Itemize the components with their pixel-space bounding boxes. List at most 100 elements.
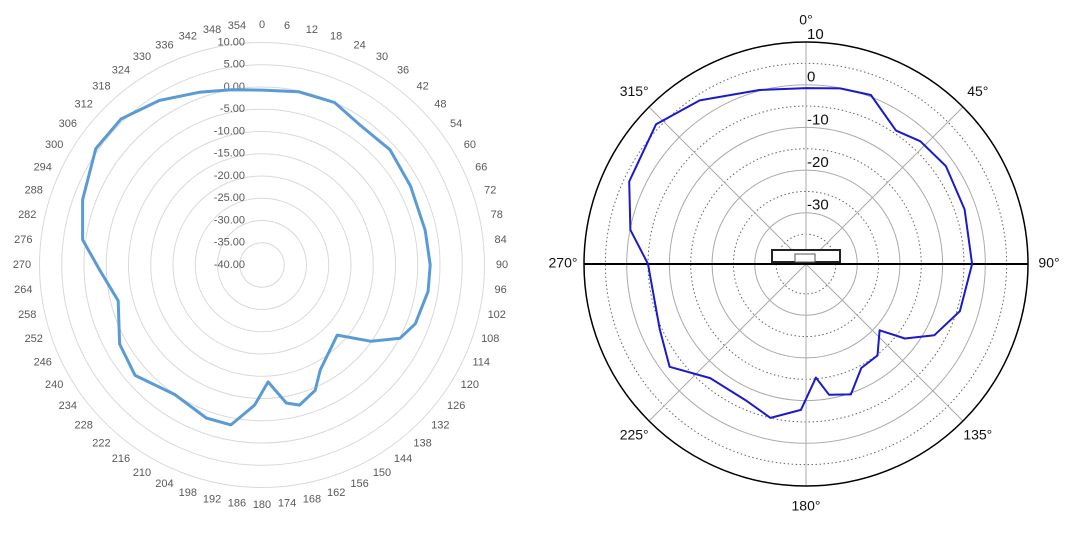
theta-tick-label: 210 (133, 467, 151, 479)
grid-ring (239, 242, 285, 288)
theta-tick-label: 45° (967, 83, 988, 99)
r-tick-label: -35.00 (214, 237, 245, 249)
theta-tick-label: 270 (13, 259, 31, 271)
theta-tick-label: 186 (228, 498, 246, 510)
grid-ring (39, 42, 485, 488)
r-tick-label: -20.00 (214, 170, 245, 182)
left-chart: 10.005.000.00-5.00-10.00-15.00-20.00-25.… (13, 19, 508, 511)
spoke (648, 263, 807, 422)
theta-tick-label: 18 (330, 31, 342, 43)
pattern-line (81, 88, 432, 427)
theta-tick-label: 24 (353, 40, 365, 52)
theta-tick-label: 312 (74, 98, 92, 110)
r-tick-label: -25.00 (214, 192, 245, 204)
theta-tick-label: 258 (18, 309, 36, 321)
theta-tick-label: 30 (376, 51, 388, 63)
theta-tick-label: 330 (133, 51, 151, 63)
theta-tick-label: 108 (481, 333, 499, 345)
theta-tick-label: 120 (461, 379, 479, 391)
theta-tick-label: 102 (488, 309, 506, 321)
theta-tick-label: 342 (179, 31, 197, 43)
device-port (794, 253, 816, 263)
theta-tick-label: 192 (203, 494, 221, 506)
grid-ring (83, 86, 441, 444)
theta-tick-label: 114 (472, 357, 490, 369)
theta-tick-label: 168 (303, 494, 321, 506)
theta-tick-label: 318 (92, 81, 110, 93)
theta-tick-label: 6 (284, 20, 290, 32)
theta-tick-label: 222 (92, 437, 110, 449)
theta-tick-label: 0° (799, 12, 812, 28)
theta-tick-label: 252 (25, 333, 43, 345)
theta-tick-label: 12 (306, 24, 318, 36)
theta-tick-label: 174 (278, 498, 296, 510)
grid (39, 42, 485, 488)
r-tick-label: 10.00 (217, 36, 245, 48)
theta-tick-label: 306 (59, 118, 77, 130)
theta-tick-label: 90 (496, 259, 508, 271)
theta-tick-label: 315° (620, 83, 649, 99)
theta-tick-label: 246 (34, 357, 52, 369)
theta-tick-label: 66 (475, 161, 487, 173)
theta-tick-label: 324 (112, 65, 130, 77)
grid-ring (61, 64, 463, 466)
theta-tick-label: 234 (59, 400, 77, 412)
r-tick-label: -10 (807, 111, 829, 128)
theta-tick-label: 144 (394, 453, 412, 465)
r-tick-label: -40.00 (214, 259, 245, 271)
theta-tick-label: 336 (155, 40, 173, 52)
theta-tick-label: 180° (792, 498, 821, 514)
theta-tick-label: 162 (327, 487, 345, 499)
theta-tick-label: 42 (416, 81, 428, 93)
theta-tick-label: 300 (45, 139, 63, 151)
grid-ring (150, 153, 374, 377)
theta-tick-label: 270° (549, 255, 578, 271)
r-tick-label: -30 (807, 197, 829, 214)
theta-tick-label: 354 (228, 20, 246, 32)
theta-tick-label: 276 (14, 234, 32, 246)
theta-tick-label: 204 (155, 478, 173, 490)
theta-tick-label: 132 (431, 419, 449, 431)
right-chart: 10 0 -10 -20 -30 0° 45° 90° 135° 180° 225° 270° 315° (549, 12, 1060, 514)
theta-tick-label: 264 (14, 284, 32, 296)
theta-tick-label: 225° (620, 427, 649, 443)
theta-tick-label: 198 (179, 487, 197, 499)
theta-tick-label: 288 (25, 185, 43, 197)
r-tick-label: -10.00 (214, 125, 245, 137)
spoke (648, 106, 807, 265)
theta-tick-label: 96 (495, 284, 507, 296)
grid-ring (128, 131, 396, 399)
theta-tick-label: 135° (963, 427, 992, 443)
r-tick-label: 0 (807, 69, 815, 86)
theta-tick-label: 48 (434, 98, 446, 110)
grid-ring (194, 197, 330, 333)
theta-tick-label: 348 (203, 24, 221, 36)
theta-tick-label: 78 (491, 209, 503, 221)
grid-ring (172, 175, 352, 355)
theta-tick-label: 216 (112, 453, 130, 465)
theta-tick-label: 90° (1038, 255, 1059, 271)
r-tick-label: 5.00 (224, 59, 245, 71)
theta-tick-label: 72 (484, 185, 496, 197)
theta-tick-label: 126 (447, 400, 465, 412)
theta-tick-label: 60 (464, 139, 476, 151)
theta-tick-label: 0 (259, 19, 265, 31)
theta-tick-label: 240 (45, 379, 63, 391)
theta-tick-label: 228 (74, 419, 92, 431)
r-tick-label: -5.00 (220, 103, 245, 115)
theta-tick-label: 138 (413, 437, 431, 449)
theta-tick-label: 282 (18, 209, 36, 221)
theta-tick-label: 36 (397, 65, 409, 77)
r-tick-label: -15.00 (214, 148, 245, 160)
grid-ring (105, 108, 419, 422)
theta-tick-label: 54 (450, 118, 462, 130)
r-tick-label: -30.00 (214, 214, 245, 226)
theta-tick-label: 180 (253, 499, 271, 511)
spoke (805, 263, 964, 422)
spoke (805, 106, 964, 265)
grid-ring (217, 220, 307, 310)
r-tick-label: 10 (807, 26, 824, 43)
pattern-line (628, 87, 974, 419)
theta-tick-label: 84 (495, 234, 507, 246)
